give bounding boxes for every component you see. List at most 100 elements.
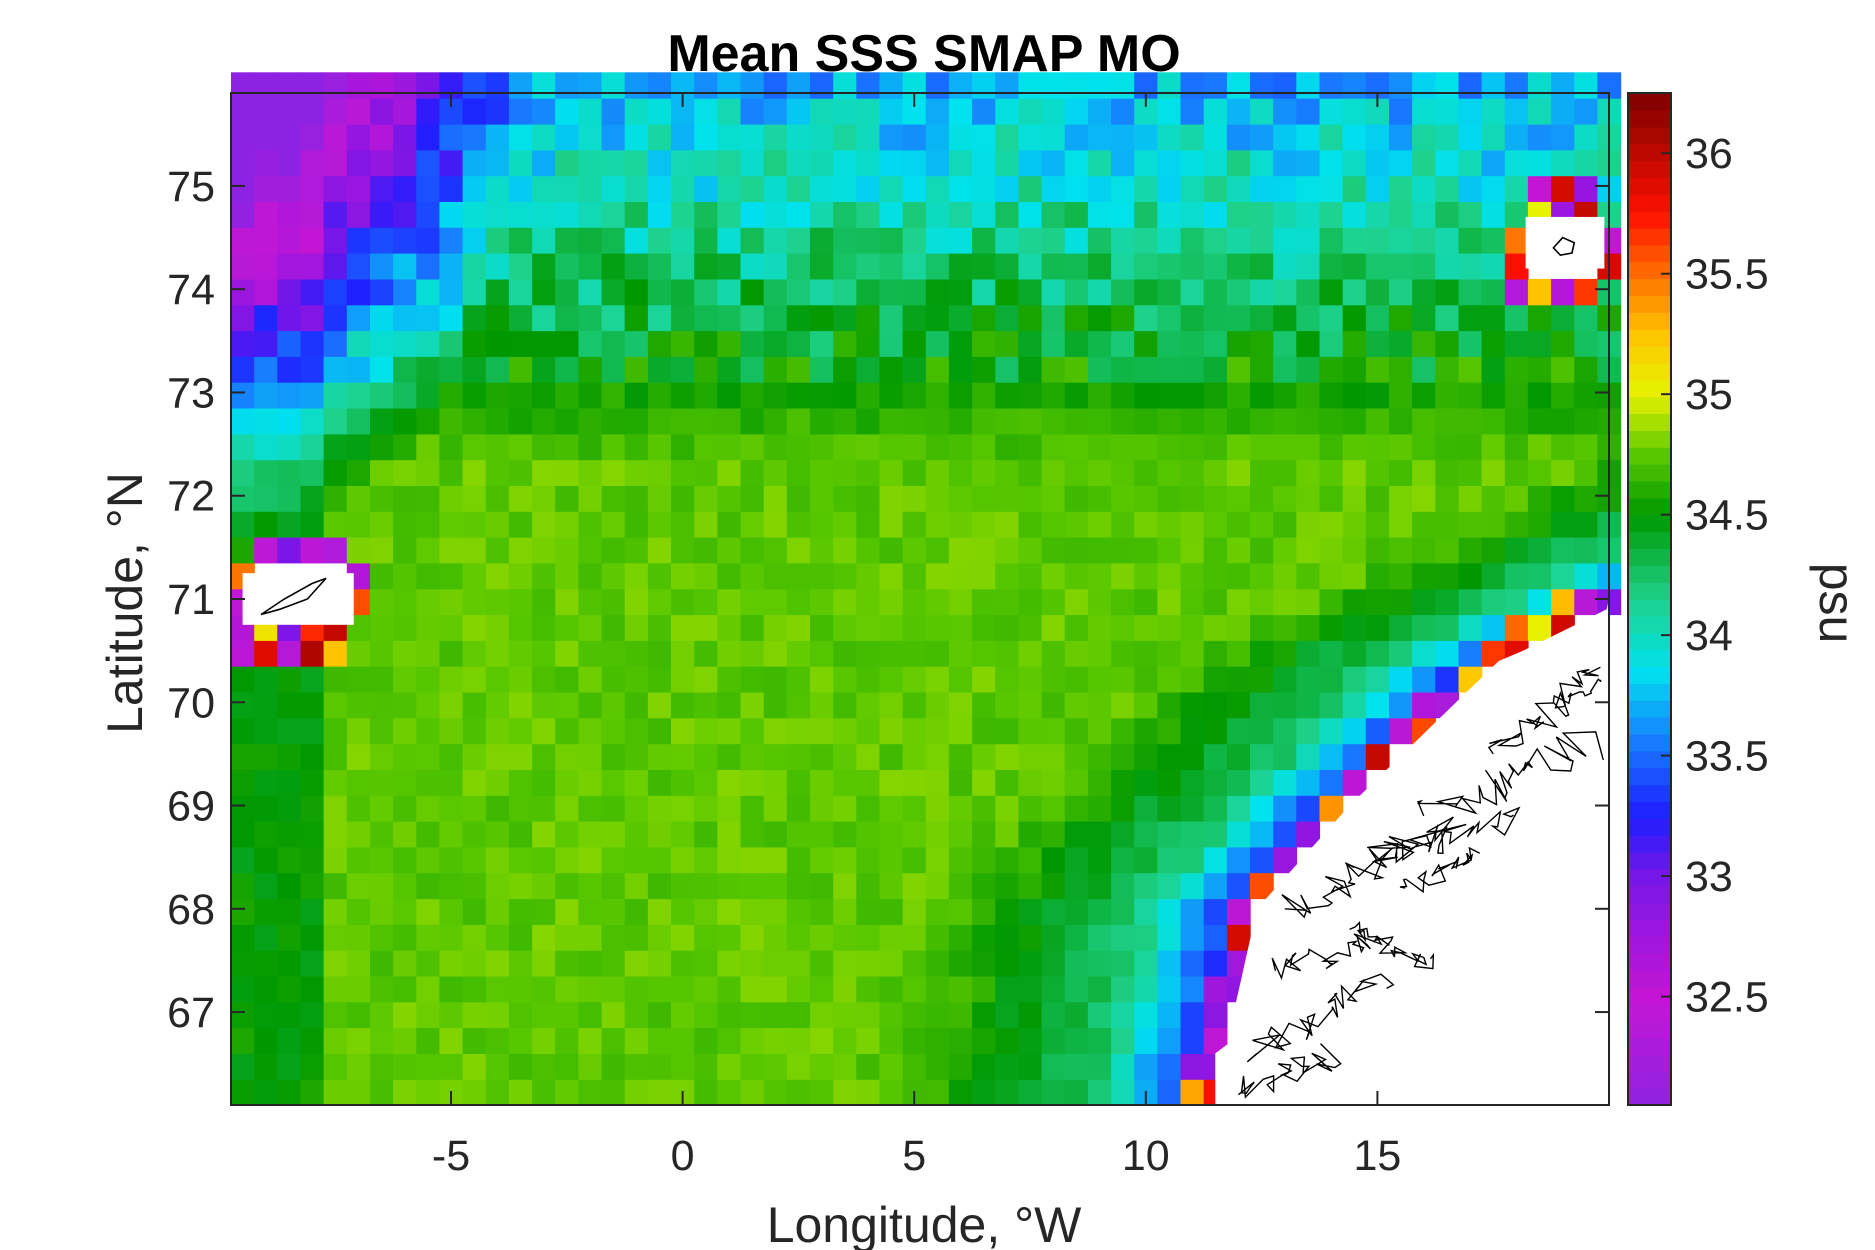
heatmap-cell [810,433,834,461]
heatmap-cell [948,588,973,616]
heatmap-cell [1157,278,1182,306]
heatmap-cell [370,72,394,99]
heatmap-cell [740,485,765,512]
heatmap-cell [1180,743,1205,770]
heatmap-cell [1504,98,1529,125]
heatmap-cell [647,872,672,900]
heatmap-cell [578,149,603,177]
heatmap-cell [485,1027,510,1054]
heatmap-cell [416,950,441,977]
heatmap-cell [763,537,788,564]
heatmap-cell [555,511,579,538]
heatmap-cell [1342,201,1367,228]
heatmap-cell [277,924,302,951]
heatmap-cell [1064,1079,1089,1106]
heatmap-cell [508,1001,533,1029]
heatmap-cell [879,356,904,383]
heatmap-cell [1087,975,1112,1003]
heatmap-cell [1412,98,1436,125]
heatmap-cell [1111,872,1135,900]
heatmap-cell [323,433,348,461]
heatmap-cell [1111,382,1135,409]
coastline-segment [1399,846,1481,894]
heatmap-cell [508,795,533,822]
heatmap-cell [300,253,325,280]
heatmap-cell [717,356,742,383]
heatmap-cell [1296,743,1321,770]
heatmap-cell [578,1001,603,1029]
heatmap-cell [416,1079,441,1106]
heatmap-cell [1111,408,1135,435]
heatmap-cell [740,846,765,874]
heatmap-cell [277,356,302,383]
heatmap-cell [1111,975,1135,1003]
heatmap-cell [833,1001,857,1029]
heatmap-cell [902,433,927,461]
heatmap-cell [277,821,302,848]
heatmap-cell [300,408,325,435]
heatmap-cell [624,201,649,228]
heatmap-cell [1319,227,1344,254]
heatmap-cell [1226,795,1251,822]
heatmap-cell [578,743,603,770]
heatmap-cell [1111,485,1135,512]
heatmap-cell [856,872,881,900]
heatmap-cell [972,330,996,357]
heatmap-cell [948,614,973,641]
heatmap-cell [462,124,487,151]
heatmap-cell [833,124,857,151]
heatmap-cell [763,149,788,177]
heatmap-cell [1365,382,1390,409]
heatmap-cell [254,691,278,719]
heatmap-cell [555,1079,579,1106]
heatmap-cell [671,537,695,564]
heatmap-cell [647,72,672,99]
heatmap-cell [1296,795,1321,822]
heatmap-cell [786,666,811,693]
heatmap-cell [948,382,973,409]
heatmap-cell [1296,382,1321,409]
heatmap-cell [856,227,881,254]
heatmap-cell [1134,537,1158,564]
heatmap-cell [1389,72,1413,99]
heatmap-cell [1504,459,1529,486]
heatmap-cell [1111,253,1135,280]
heatmap-cell [694,537,718,564]
heatmap-cell [601,691,626,719]
colorbar-segment [1628,177,1671,195]
heatmap-cell [1134,924,1158,951]
heatmap-cell [740,640,765,667]
coastline-segment [1246,973,1395,1063]
heatmap-cell [948,640,973,667]
heatmap-cell [972,175,996,202]
heatmap-cell [508,924,533,951]
heatmap-cell [555,950,579,977]
heatmap-cell [416,227,441,254]
heatmap-cell [763,588,788,616]
heatmap-cell [485,511,510,538]
colorbar-segment [1628,430,1671,448]
heatmap-cell [370,201,394,228]
heatmap-cell [1157,950,1182,977]
heatmap-cell [1342,511,1367,538]
heatmap-cell [231,149,255,177]
heatmap-cell [1111,614,1135,641]
heatmap-cell [1481,124,1506,151]
heatmap-cell [1018,717,1043,745]
heatmap-cell [717,950,742,977]
heatmap-cell [485,278,510,306]
heatmap-cell [1018,124,1043,151]
colorbar-segment [1628,801,1671,819]
heatmap-cell [532,459,556,486]
heatmap-cell [1250,278,1274,306]
heatmap-cell [1157,537,1182,564]
heatmap-cell [647,898,672,925]
heatmap-cell [740,227,765,254]
heatmap-cell [1574,382,1599,409]
heatmap-cell [462,666,487,693]
heatmap-cell [671,253,695,280]
heatmap-cell [740,1001,765,1029]
heatmap-cell [1157,124,1182,151]
heatmap-cell [578,666,603,693]
